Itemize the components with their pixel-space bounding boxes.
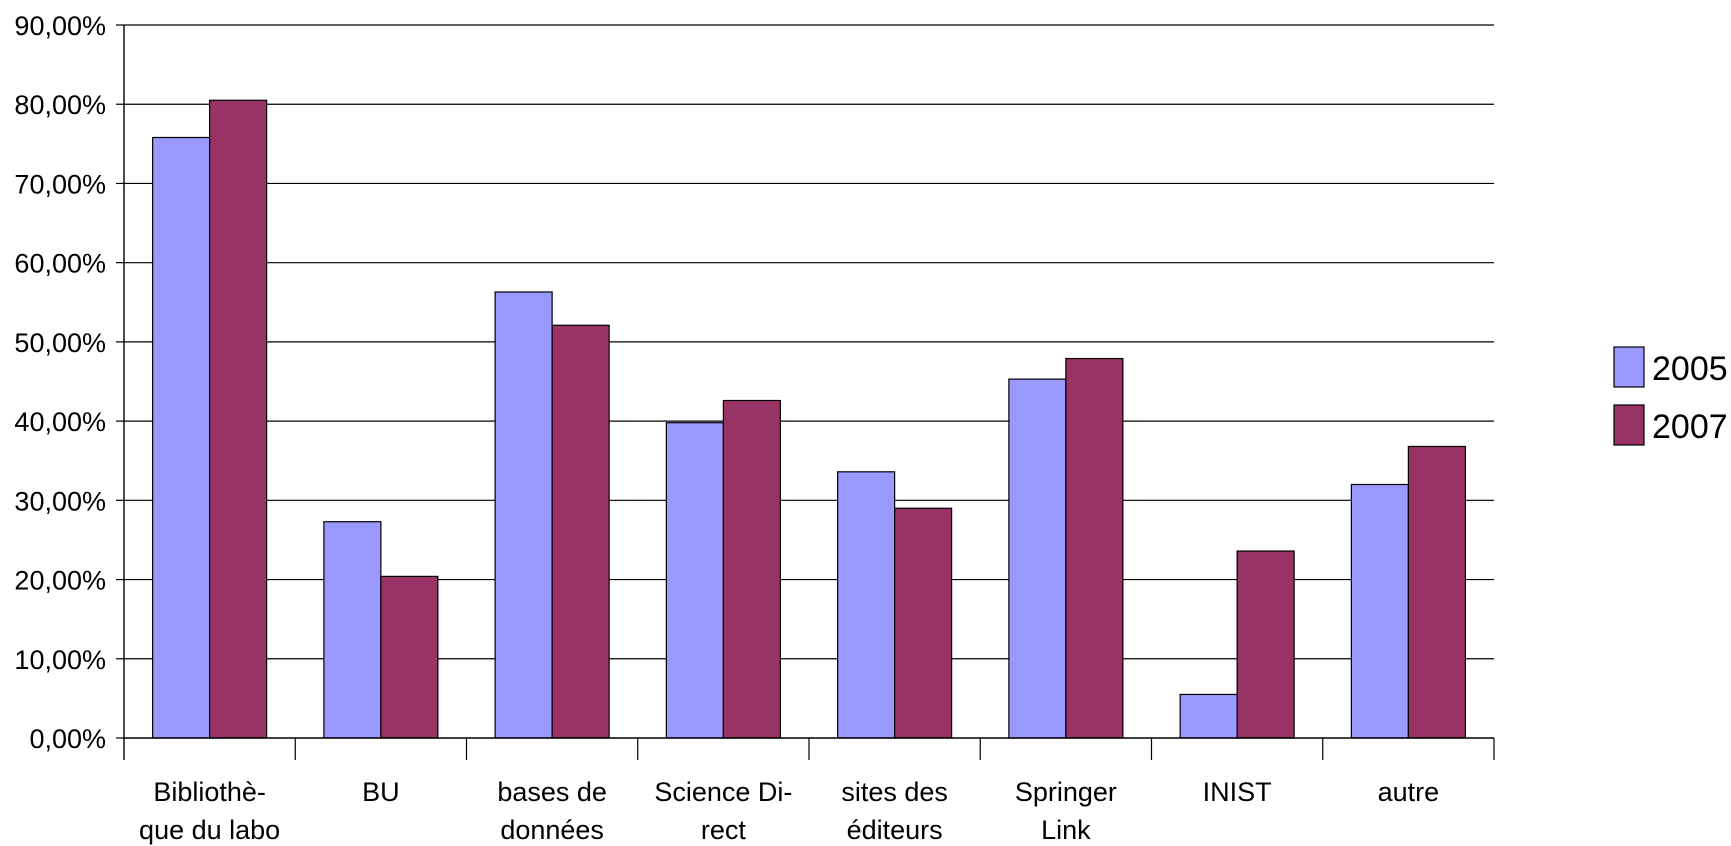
y-tick-label: 20,00% xyxy=(14,566,106,596)
bar-2007 xyxy=(894,507,953,739)
legend-swatch-2007 xyxy=(1613,404,1645,446)
y-tick-label: 30,00% xyxy=(14,486,106,516)
legend: 2005 2007 xyxy=(1613,346,1728,446)
bar-2007 xyxy=(1065,357,1124,739)
bars xyxy=(152,99,1466,739)
bar-2007 xyxy=(380,575,439,739)
x-category-label: autre xyxy=(1378,777,1440,807)
y-tick-label: 60,00% xyxy=(14,249,106,279)
y-tick-label: 50,00% xyxy=(14,328,106,358)
bar-2005 xyxy=(1179,693,1238,739)
bar-2007 xyxy=(551,324,610,739)
bar-2005 xyxy=(837,471,896,739)
bar-2007 xyxy=(209,99,268,739)
x-category-label: Springer Link xyxy=(1015,777,1117,845)
x-category-label: bases de données xyxy=(497,777,607,845)
x-category-label: sites des éditeurs xyxy=(841,777,948,845)
bar-2007 xyxy=(1407,445,1466,739)
y-tick-label: 10,00% xyxy=(14,645,106,675)
bar-2005 xyxy=(1008,378,1067,739)
bar-2005 xyxy=(494,291,553,739)
x-category-label: Science Di-rect xyxy=(654,777,792,845)
x-axis-category-labels: Bibliothè-que du labo BU bases de données Sc… xyxy=(139,777,1439,845)
legend-swatch-2005 xyxy=(1613,346,1645,388)
legend-label-2005: 2005 xyxy=(1652,350,1728,388)
bar-2005 xyxy=(323,521,382,739)
y-tick-label: 40,00% xyxy=(14,407,106,437)
y-tick-label: 90,00% xyxy=(14,11,106,41)
bar-2007 xyxy=(1236,550,1295,739)
bar-2005 xyxy=(152,136,211,739)
y-tick-label: 80,00% xyxy=(14,90,106,120)
bar-2005 xyxy=(665,422,724,739)
x-category-label: INIST xyxy=(1203,777,1272,807)
bar-2007 xyxy=(722,399,781,739)
y-axis-tick-labels: 0,00% 10,00% 20,00% 30,00% 40,00% 50,00% 60,00… xyxy=(14,11,106,754)
bar-2005 xyxy=(1350,483,1409,739)
y-tick-label: 70,00% xyxy=(14,169,106,199)
x-category-label: BU xyxy=(362,777,400,807)
axes xyxy=(123,25,1495,760)
legend-label-2007: 2007 xyxy=(1652,408,1728,446)
x-category-label: Bibliothè-que du labo xyxy=(139,777,280,845)
y-tick-label: 0,00% xyxy=(29,724,106,754)
